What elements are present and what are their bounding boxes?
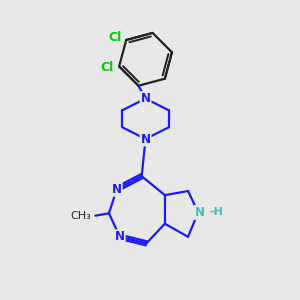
Text: N: N [195,206,205,219]
Text: N: N [140,133,151,146]
Text: N: N [115,230,125,243]
Text: -H: -H [209,207,223,218]
Text: Cl: Cl [108,31,122,44]
Text: Cl: Cl [100,61,113,74]
Text: N: N [112,183,122,196]
Text: N: N [140,92,151,105]
Text: CH₃: CH₃ [70,211,91,221]
